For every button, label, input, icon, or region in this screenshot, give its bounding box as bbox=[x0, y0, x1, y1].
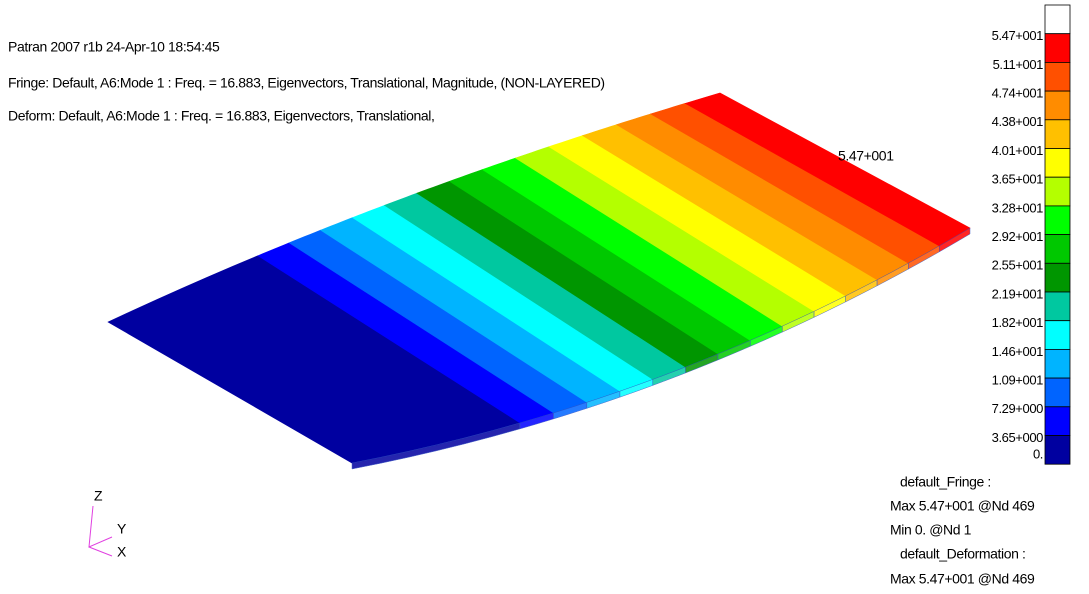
legend-label: 4.38+001 bbox=[992, 114, 1044, 129]
legend-swatch bbox=[1045, 120, 1070, 149]
legend-swatch bbox=[1045, 292, 1070, 321]
legend-swatch bbox=[1045, 91, 1070, 120]
info-line: default_Fringe : bbox=[900, 474, 991, 490]
info-line: Max 5.47+001 @Nd 469 bbox=[890, 571, 1035, 587]
legend-label: 3.65+000 bbox=[992, 430, 1044, 445]
triad-label: X bbox=[117, 544, 127, 560]
legend-swatch bbox=[1045, 436, 1070, 465]
legend-swatch bbox=[1045, 378, 1070, 407]
axis-triad: Z Y X bbox=[89, 488, 127, 560]
legend-label: 7.29+000 bbox=[992, 401, 1044, 416]
header-line: Fringe: Default, A6:Mode 1 : Freq. = 16.… bbox=[8, 75, 605, 91]
legend-label: 1.82+001 bbox=[992, 315, 1044, 330]
viewport: Patran 2007 r1b 24-Apr-10 18:54:45 Fring… bbox=[0, 0, 1089, 594]
info-line: default_Deformation : bbox=[900, 546, 1025, 562]
legend-swatch bbox=[1045, 235, 1070, 264]
legend-label: 4.01+001 bbox=[992, 143, 1044, 158]
legend-swatch bbox=[1045, 149, 1070, 178]
triad-line bbox=[89, 547, 112, 556]
legend-swatch bbox=[1045, 177, 1070, 206]
legend-label: 3.65+001 bbox=[992, 172, 1044, 187]
triad-label: Z bbox=[94, 488, 103, 504]
legend-swatch bbox=[1045, 34, 1070, 63]
legend-swatch bbox=[1045, 407, 1070, 436]
info-line: Min 0. @Nd 1 bbox=[890, 522, 972, 538]
triad-lines bbox=[89, 506, 112, 547]
legend-swatch bbox=[1045, 206, 1070, 235]
legend-label: 2.19+001 bbox=[992, 286, 1044, 301]
header-line: Patran 2007 r1b 24-Apr-10 18:54:45 bbox=[8, 39, 220, 55]
header-line: Deform: Default, A6:Mode 1 : Freq. = 16.… bbox=[8, 108, 434, 124]
legend: 5.47+001 5.11+001 4.74+001 4.38+001 4.01+001… bbox=[992, 5, 1070, 464]
triad-label: Y bbox=[117, 521, 127, 537]
legend-swatch bbox=[1045, 321, 1070, 350]
legend-label: 4.74+001 bbox=[992, 86, 1044, 101]
legend-label: 1.46+001 bbox=[992, 344, 1044, 359]
legend-swatch bbox=[1045, 5, 1070, 34]
legend-swatch bbox=[1045, 263, 1070, 292]
legend-swatch bbox=[1045, 62, 1070, 91]
legend-label: 2.55+001 bbox=[992, 258, 1044, 273]
info-line: Max 5.47+001 @Nd 469 bbox=[890, 498, 1035, 514]
legend-label: 3.28+001 bbox=[992, 200, 1044, 215]
legend-label: 5.47+001 bbox=[992, 28, 1044, 43]
plate-label: 5.47+001 bbox=[838, 148, 894, 164]
legend-label: 1.09+001 bbox=[992, 373, 1044, 388]
legend-swatch bbox=[1045, 349, 1070, 378]
legend-label: 2.92+001 bbox=[992, 229, 1044, 244]
legend-label: 0. bbox=[1033, 447, 1043, 462]
legend-label: 5.11+001 bbox=[993, 57, 1044, 72]
